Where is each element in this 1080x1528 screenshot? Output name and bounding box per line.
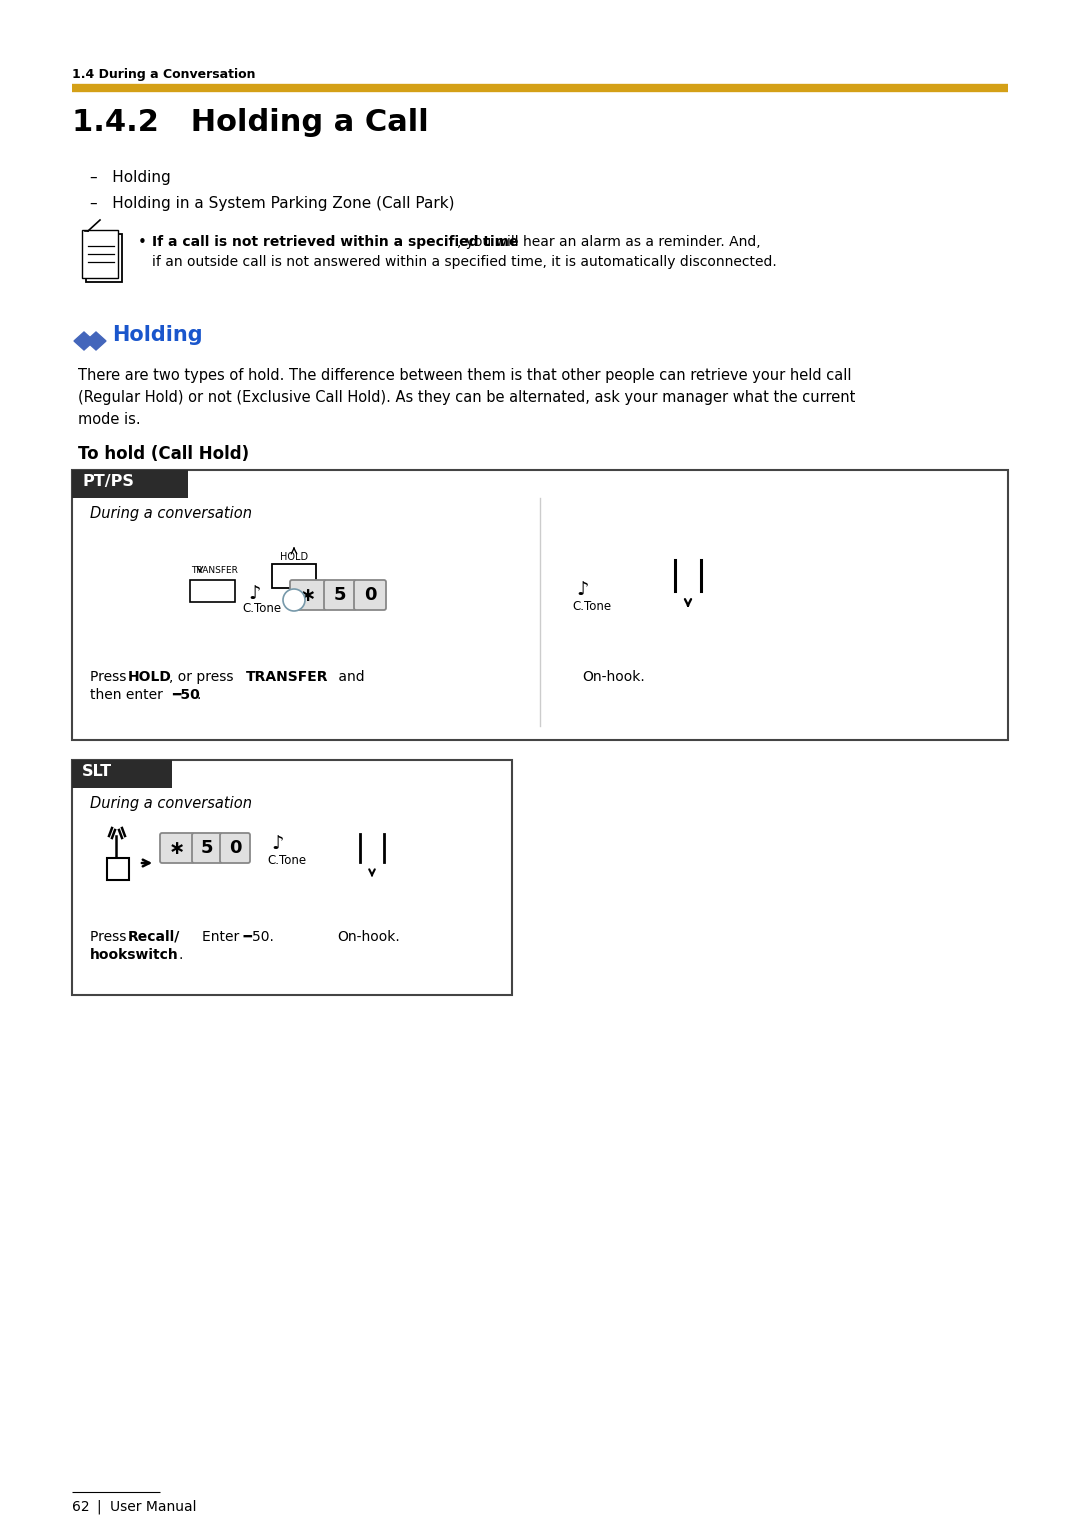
Text: SLT: SLT — [82, 764, 112, 779]
Text: ♪: ♪ — [576, 581, 589, 599]
FancyBboxPatch shape — [220, 833, 249, 863]
Text: mode is.: mode is. — [78, 413, 140, 426]
Text: HOLD: HOLD — [129, 669, 172, 685]
Text: •: • — [138, 235, 147, 251]
Text: C.Tone: C.Tone — [572, 601, 611, 613]
Text: C.Tone: C.Tone — [242, 602, 281, 614]
Text: 0: 0 — [229, 839, 241, 857]
Text: On-hook.: On-hook. — [337, 931, 400, 944]
Text: 1.4 During a Conversation: 1.4 During a Conversation — [72, 69, 256, 81]
Text: |: | — [96, 1500, 100, 1514]
Text: To hold (Call Hold): To hold (Call Hold) — [78, 445, 249, 463]
Text: ∗: ∗ — [300, 587, 316, 605]
Text: User Manual: User Manual — [110, 1500, 197, 1514]
Text: During a conversation: During a conversation — [90, 796, 252, 811]
Text: 62: 62 — [72, 1500, 90, 1514]
Bar — [82, 231, 118, 278]
Bar — [107, 859, 129, 880]
Text: 0: 0 — [364, 587, 376, 604]
FancyBboxPatch shape — [192, 833, 222, 863]
Text: Holding: Holding — [112, 325, 203, 345]
FancyBboxPatch shape — [291, 581, 326, 610]
Text: HOLD: HOLD — [280, 552, 308, 562]
Text: If a call is not retrieved within a specified time: If a call is not retrieved within a spec… — [152, 235, 518, 249]
FancyBboxPatch shape — [160, 833, 194, 863]
Bar — [72, 471, 1008, 740]
Bar — [190, 581, 235, 602]
Text: There are two types of hold. The difference between them is that other people ca: There are two types of hold. The differe… — [78, 368, 851, 384]
Text: –   Holding: – Holding — [90, 170, 171, 185]
Text: (Regular Hold) or not (Exclusive Call Hold). As they can be alternated, ask your: (Regular Hold) or not (Exclusive Call Ho… — [78, 390, 855, 405]
Text: .: . — [195, 688, 201, 701]
Text: 5: 5 — [201, 839, 213, 857]
Polygon shape — [86, 332, 106, 350]
Text: hookswitch: hookswitch — [90, 947, 179, 963]
Text: TRANSFER: TRANSFER — [191, 565, 238, 575]
Text: –   Holding in a System Parking Zone (Call Park): – Holding in a System Parking Zone (Call… — [90, 196, 455, 211]
Text: ♪: ♪ — [248, 584, 260, 604]
Text: Press: Press — [90, 669, 131, 685]
Text: ∗: ∗ — [168, 839, 185, 859]
Text: Enter ━50.: Enter ━50. — [202, 931, 274, 944]
Text: TRANSFER: TRANSFER — [246, 669, 328, 685]
Text: OR: OR — [286, 591, 302, 602]
Text: 5: 5 — [334, 587, 347, 604]
Text: Press: Press — [90, 931, 131, 944]
Text: , or press: , or press — [168, 669, 238, 685]
Text: if an outside call is not answered within a specified time, it is automatically : if an outside call is not answered withi… — [152, 255, 777, 269]
Bar — [86, 234, 122, 283]
Text: On-hook.: On-hook. — [582, 669, 645, 685]
Text: C.Tone: C.Tone — [267, 854, 306, 866]
Text: PT/PS: PT/PS — [82, 474, 134, 489]
Text: ━50: ━50 — [172, 688, 200, 701]
Text: , you will hear an alarm as a reminder. And,: , you will hear an alarm as a reminder. … — [457, 235, 760, 249]
FancyBboxPatch shape — [354, 581, 386, 610]
FancyBboxPatch shape — [324, 581, 356, 610]
Text: and: and — [334, 669, 365, 685]
Circle shape — [283, 588, 305, 611]
Bar — [72, 471, 188, 498]
Text: ♪: ♪ — [271, 834, 283, 853]
Bar — [272, 564, 316, 588]
Text: then enter: then enter — [90, 688, 167, 701]
Text: .: . — [178, 947, 183, 963]
Text: During a conversation: During a conversation — [90, 506, 252, 521]
Bar — [72, 759, 512, 995]
Polygon shape — [75, 332, 94, 350]
Text: Recall/: Recall/ — [129, 931, 180, 944]
Bar — [72, 759, 172, 788]
Text: 1.4.2   Holding a Call: 1.4.2 Holding a Call — [72, 108, 429, 138]
